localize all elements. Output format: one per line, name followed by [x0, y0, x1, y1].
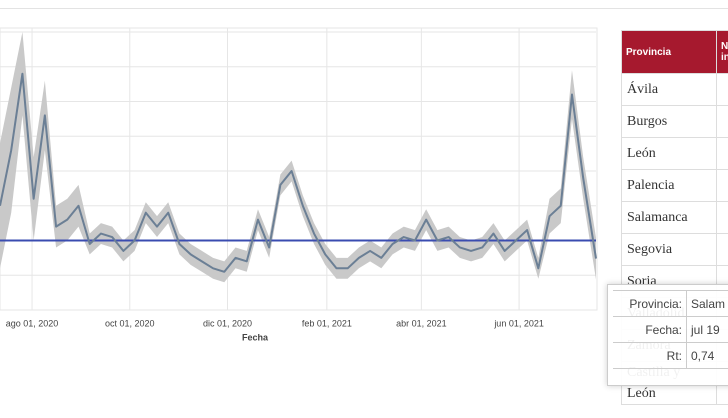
- confidence-band: [0, 32, 596, 283]
- province-cell: Segovia: [621, 233, 717, 266]
- province-cell: Burgos: [621, 105, 717, 138]
- x-tick-label: oct 01, 2020: [105, 318, 155, 328]
- x-tick-label: feb 01, 2021: [302, 318, 352, 328]
- cell-line: León: [627, 386, 656, 401]
- table-row: Salamanca: [621, 201, 728, 234]
- province-cell: Ávila: [621, 73, 717, 106]
- top-rule: [0, 8, 728, 9]
- value-cell: [716, 169, 728, 202]
- table-row: Burgos: [621, 105, 728, 138]
- x-axis-title: Fecha: [242, 332, 269, 342]
- value-cell: [716, 137, 728, 170]
- plot-frame: [0, 27, 598, 311]
- tooltip-row: Rt: 0,74: [613, 342, 728, 369]
- value-cell: [716, 201, 728, 234]
- table-row: León: [621, 137, 728, 170]
- rt-line: [0, 72, 597, 273]
- tooltip-row: Provincia: Salam: [613, 290, 728, 317]
- table-row: Ávila: [621, 73, 728, 106]
- province-cell: Palencia: [621, 169, 717, 202]
- value-cell: [716, 73, 728, 106]
- x-tick-label: abr 01, 2021: [396, 318, 447, 328]
- tooltip-key: Rt:: [613, 342, 687, 369]
- x-tick-label: ago 01, 2020: [6, 318, 59, 328]
- header-line: N: [721, 41, 728, 52]
- tooltip-key: Fecha:: [613, 316, 687, 343]
- table-row: Segovia: [621, 233, 728, 266]
- x-tick-label: jun 01, 2021: [493, 318, 544, 328]
- tooltip-table: Provincia: Salam Fecha: jul 19 Rt: 0,74: [613, 290, 728, 369]
- tooltip-value: Salam: [685, 290, 728, 317]
- value-cell: [716, 105, 728, 138]
- header-line: in: [721, 52, 728, 63]
- tooltip-row: Fecha: jul 19: [613, 316, 728, 343]
- tooltip-value: 0,74: [685, 342, 728, 369]
- province-cell: Salamanca: [621, 201, 717, 234]
- value-cell: [716, 233, 728, 266]
- tooltip-value: jul 19: [685, 316, 728, 343]
- province-cell: León: [621, 137, 717, 170]
- header-cell: Provincia: [621, 30, 717, 74]
- x-tick-label: dic 01, 2020: [203, 318, 252, 328]
- table-row: Palencia: [621, 169, 728, 202]
- tooltip: Provincia: Salam Fecha: jul 19 Rt: 0,74: [607, 284, 728, 386]
- tooltip-key: Provincia:: [613, 290, 687, 317]
